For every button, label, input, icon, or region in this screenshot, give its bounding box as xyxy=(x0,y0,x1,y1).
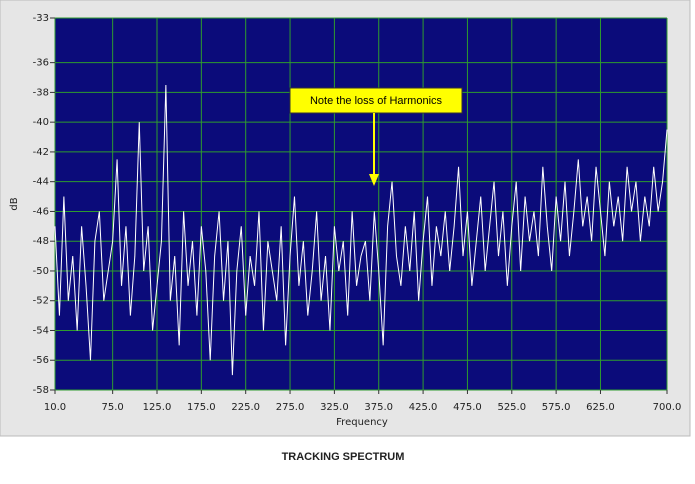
x-tick-label: 125.0 xyxy=(143,402,172,413)
y-tick-label: -50 xyxy=(33,266,49,277)
y-tick-label: -54 xyxy=(33,325,49,336)
y-tick-label: -44 xyxy=(33,177,49,188)
x-axis-label: Frequency xyxy=(336,417,388,428)
x-tick-label: 425.0 xyxy=(409,402,438,413)
y-tick-label: -48 xyxy=(33,236,49,247)
x-tick-label: 525.0 xyxy=(497,402,526,413)
y-tick-label: -40 xyxy=(33,117,49,128)
y-tick-label: -36 xyxy=(33,58,49,69)
y-tick-label: -46 xyxy=(33,206,49,217)
x-tick-label: 575.0 xyxy=(542,402,571,413)
y-tick-label: -52 xyxy=(33,296,49,307)
y-tick-label: -56 xyxy=(33,355,49,366)
x-tick-label: 10.0 xyxy=(44,402,66,413)
x-tick-label: 375.0 xyxy=(364,402,393,413)
y-tick-label: -58 xyxy=(33,385,49,396)
x-tick-label: 325.0 xyxy=(320,402,349,413)
y-tick-label: -38 xyxy=(33,87,49,98)
x-tick-label: 700.0 xyxy=(653,402,682,413)
plot-area xyxy=(55,18,667,390)
annotation-arrowhead xyxy=(369,174,379,186)
x-tick-label: 75.0 xyxy=(102,402,124,413)
annotation-box xyxy=(289,87,463,114)
x-tick-label: 625.0 xyxy=(586,402,615,413)
spectrum-line xyxy=(54,84,668,376)
annotation: Note the loss of Harmonics xyxy=(310,95,443,107)
y-tick-label: -33 xyxy=(33,13,49,24)
y-axis-label: dB xyxy=(9,197,20,210)
caption: TRACKING SPECTRUM xyxy=(282,451,405,463)
x-tick-label: 275.0 xyxy=(276,402,305,413)
y-tick-label: -42 xyxy=(33,147,49,158)
x-tick-label: 225.0 xyxy=(231,402,260,413)
x-tick-label: 175.0 xyxy=(187,402,216,413)
x-tick-label: 475.0 xyxy=(453,402,482,413)
